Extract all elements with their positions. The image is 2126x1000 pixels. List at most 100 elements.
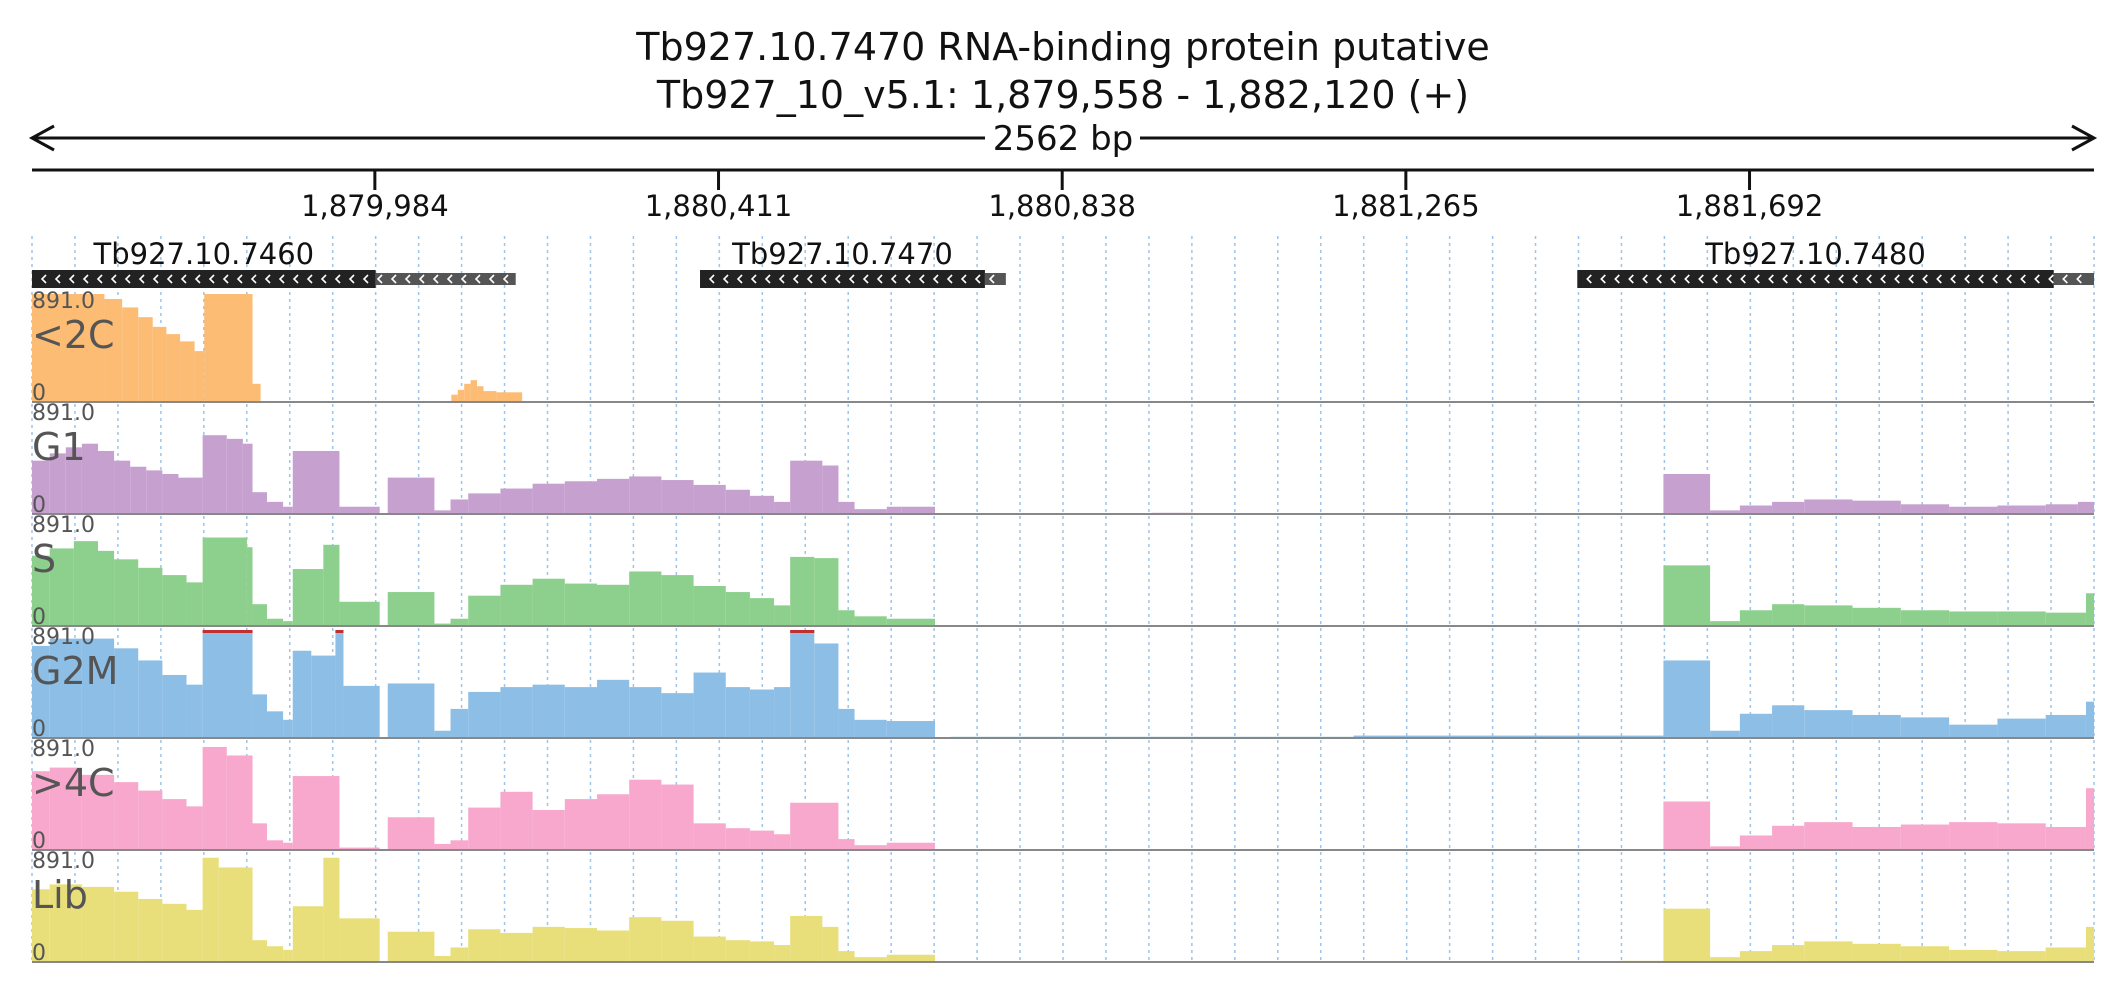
coverage-bar — [2085, 926, 2094, 962]
coverage-bar — [162, 474, 179, 514]
coverage-bar — [854, 509, 887, 514]
strand-arrow — [1670, 274, 1676, 284]
strand-arrow — [502, 274, 509, 284]
coverage-bar — [532, 483, 565, 514]
coverage-bar — [854, 719, 887, 738]
coverage-bar — [32, 645, 50, 738]
strand-arrow — [1782, 274, 1788, 284]
coverage-bar — [1949, 724, 1998, 738]
coverage-bar — [202, 630, 253, 738]
coverage-bar — [693, 936, 726, 962]
coverage-bar — [661, 693, 694, 738]
strand-arrow — [2048, 274, 2054, 284]
strand-arrow — [376, 274, 383, 284]
coverage-bar — [387, 592, 435, 626]
coverage-bar — [1663, 908, 1711, 962]
coverage-bar — [138, 898, 163, 962]
strand-arrow — [1726, 274, 1732, 284]
coverage-bar — [564, 799, 597, 850]
track-y-max-label: 891.0 — [32, 289, 95, 314]
strand-arrow — [306, 274, 313, 284]
strand-arrow — [1838, 274, 1844, 284]
strand-arrow — [722, 274, 729, 284]
coverage-bar — [292, 450, 340, 514]
coverage-bar — [470, 380, 478, 402]
coverage-bar — [252, 492, 268, 514]
strand-arrow — [362, 274, 369, 284]
strand-arrow — [750, 274, 757, 284]
coverage-bar — [267, 946, 284, 962]
coverage-bar — [468, 807, 501, 850]
coverage-bar — [65, 447, 82, 514]
coverage-bar — [1739, 835, 1773, 850]
coverage-bar — [500, 584, 533, 626]
strand-arrow — [1894, 274, 1900, 284]
span-label: 2562 bp — [993, 119, 1134, 159]
coverage-bar — [532, 926, 565, 962]
coverage-bar — [886, 618, 936, 626]
coverage-bar — [693, 823, 726, 850]
axis-tick-label: 1,880,838 — [988, 189, 1136, 223]
strand-arrow — [264, 274, 271, 284]
coverage-bar — [49, 453, 66, 514]
coverage-bar — [1997, 951, 2046, 962]
coverage-bar — [252, 940, 268, 962]
axis-tick-label: 1,881,265 — [1332, 189, 1480, 223]
coverage-bar — [1663, 565, 1711, 626]
coverage-bar — [886, 506, 902, 514]
coverage-track: 891.0 0 G1 — [32, 401, 2094, 518]
strand-arrow — [348, 274, 355, 284]
strand-arrow — [834, 274, 841, 284]
coverage-bar — [2045, 714, 2086, 738]
track-y-min-label: 0 — [32, 941, 46, 966]
coverage-bar — [1663, 801, 1711, 850]
coverage-bar — [596, 794, 630, 850]
strand-arrow — [806, 274, 813, 284]
coverage-bar — [1663, 660, 1711, 738]
strand-arrow — [1824, 274, 1830, 284]
chart-title-locus: Tb927_10_v5.1: 1,879,558 - 1,882,120 (+) — [656, 73, 1469, 117]
coverage-bar — [130, 466, 147, 514]
coverage-track: 891.0 0 S — [32, 513, 2094, 630]
strand-arrow — [460, 274, 467, 284]
coverage-bar — [49, 884, 82, 962]
coverage-bar — [387, 817, 435, 850]
gene-utr-bar — [2053, 273, 2094, 285]
coverage-bar — [500, 488, 533, 514]
coverage-bar — [450, 618, 469, 626]
coverage-bar — [596, 930, 630, 962]
coverage-bar — [162, 903, 187, 962]
strand-arrow — [2020, 274, 2026, 284]
coverage-bar — [226, 755, 253, 850]
track-name-label: G2M — [32, 649, 118, 693]
coverage-bar — [450, 499, 469, 514]
strand-arrow — [250, 274, 257, 284]
coverage-bar — [114, 782, 139, 850]
coverage-bar — [629, 917, 662, 962]
coverage-bar — [49, 548, 74, 626]
coverage-bar — [434, 623, 451, 626]
coverage-bar — [81, 774, 115, 850]
coverage-bar — [468, 691, 501, 738]
coverage-bar — [1804, 822, 1853, 850]
coverage-bar — [202, 857, 219, 962]
strand-arrow — [1768, 274, 1774, 284]
coverage-bar — [774, 834, 791, 850]
coverage-bar — [725, 828, 750, 850]
coverage-bar — [1710, 730, 1740, 738]
strand-arrow — [1600, 274, 1606, 284]
coverage-bar — [323, 544, 340, 626]
coverage-bar — [434, 955, 451, 962]
axis-tick-label: 1,880,411 — [645, 189, 793, 223]
strand-arrow — [334, 274, 341, 284]
strand-arrow — [1880, 274, 1886, 284]
coverage-bar — [838, 610, 855, 626]
gene-label: Tb927.10.7480 — [1704, 237, 1926, 271]
strand-arrow — [2034, 274, 2040, 284]
coverage-bar — [483, 391, 497, 402]
strand-arrow — [1698, 274, 1704, 284]
strand-arrow — [1754, 274, 1760, 284]
coverage-bar — [335, 630, 344, 738]
coverage-bar — [194, 351, 205, 402]
track-y-max-label: 891.0 — [32, 401, 95, 426]
